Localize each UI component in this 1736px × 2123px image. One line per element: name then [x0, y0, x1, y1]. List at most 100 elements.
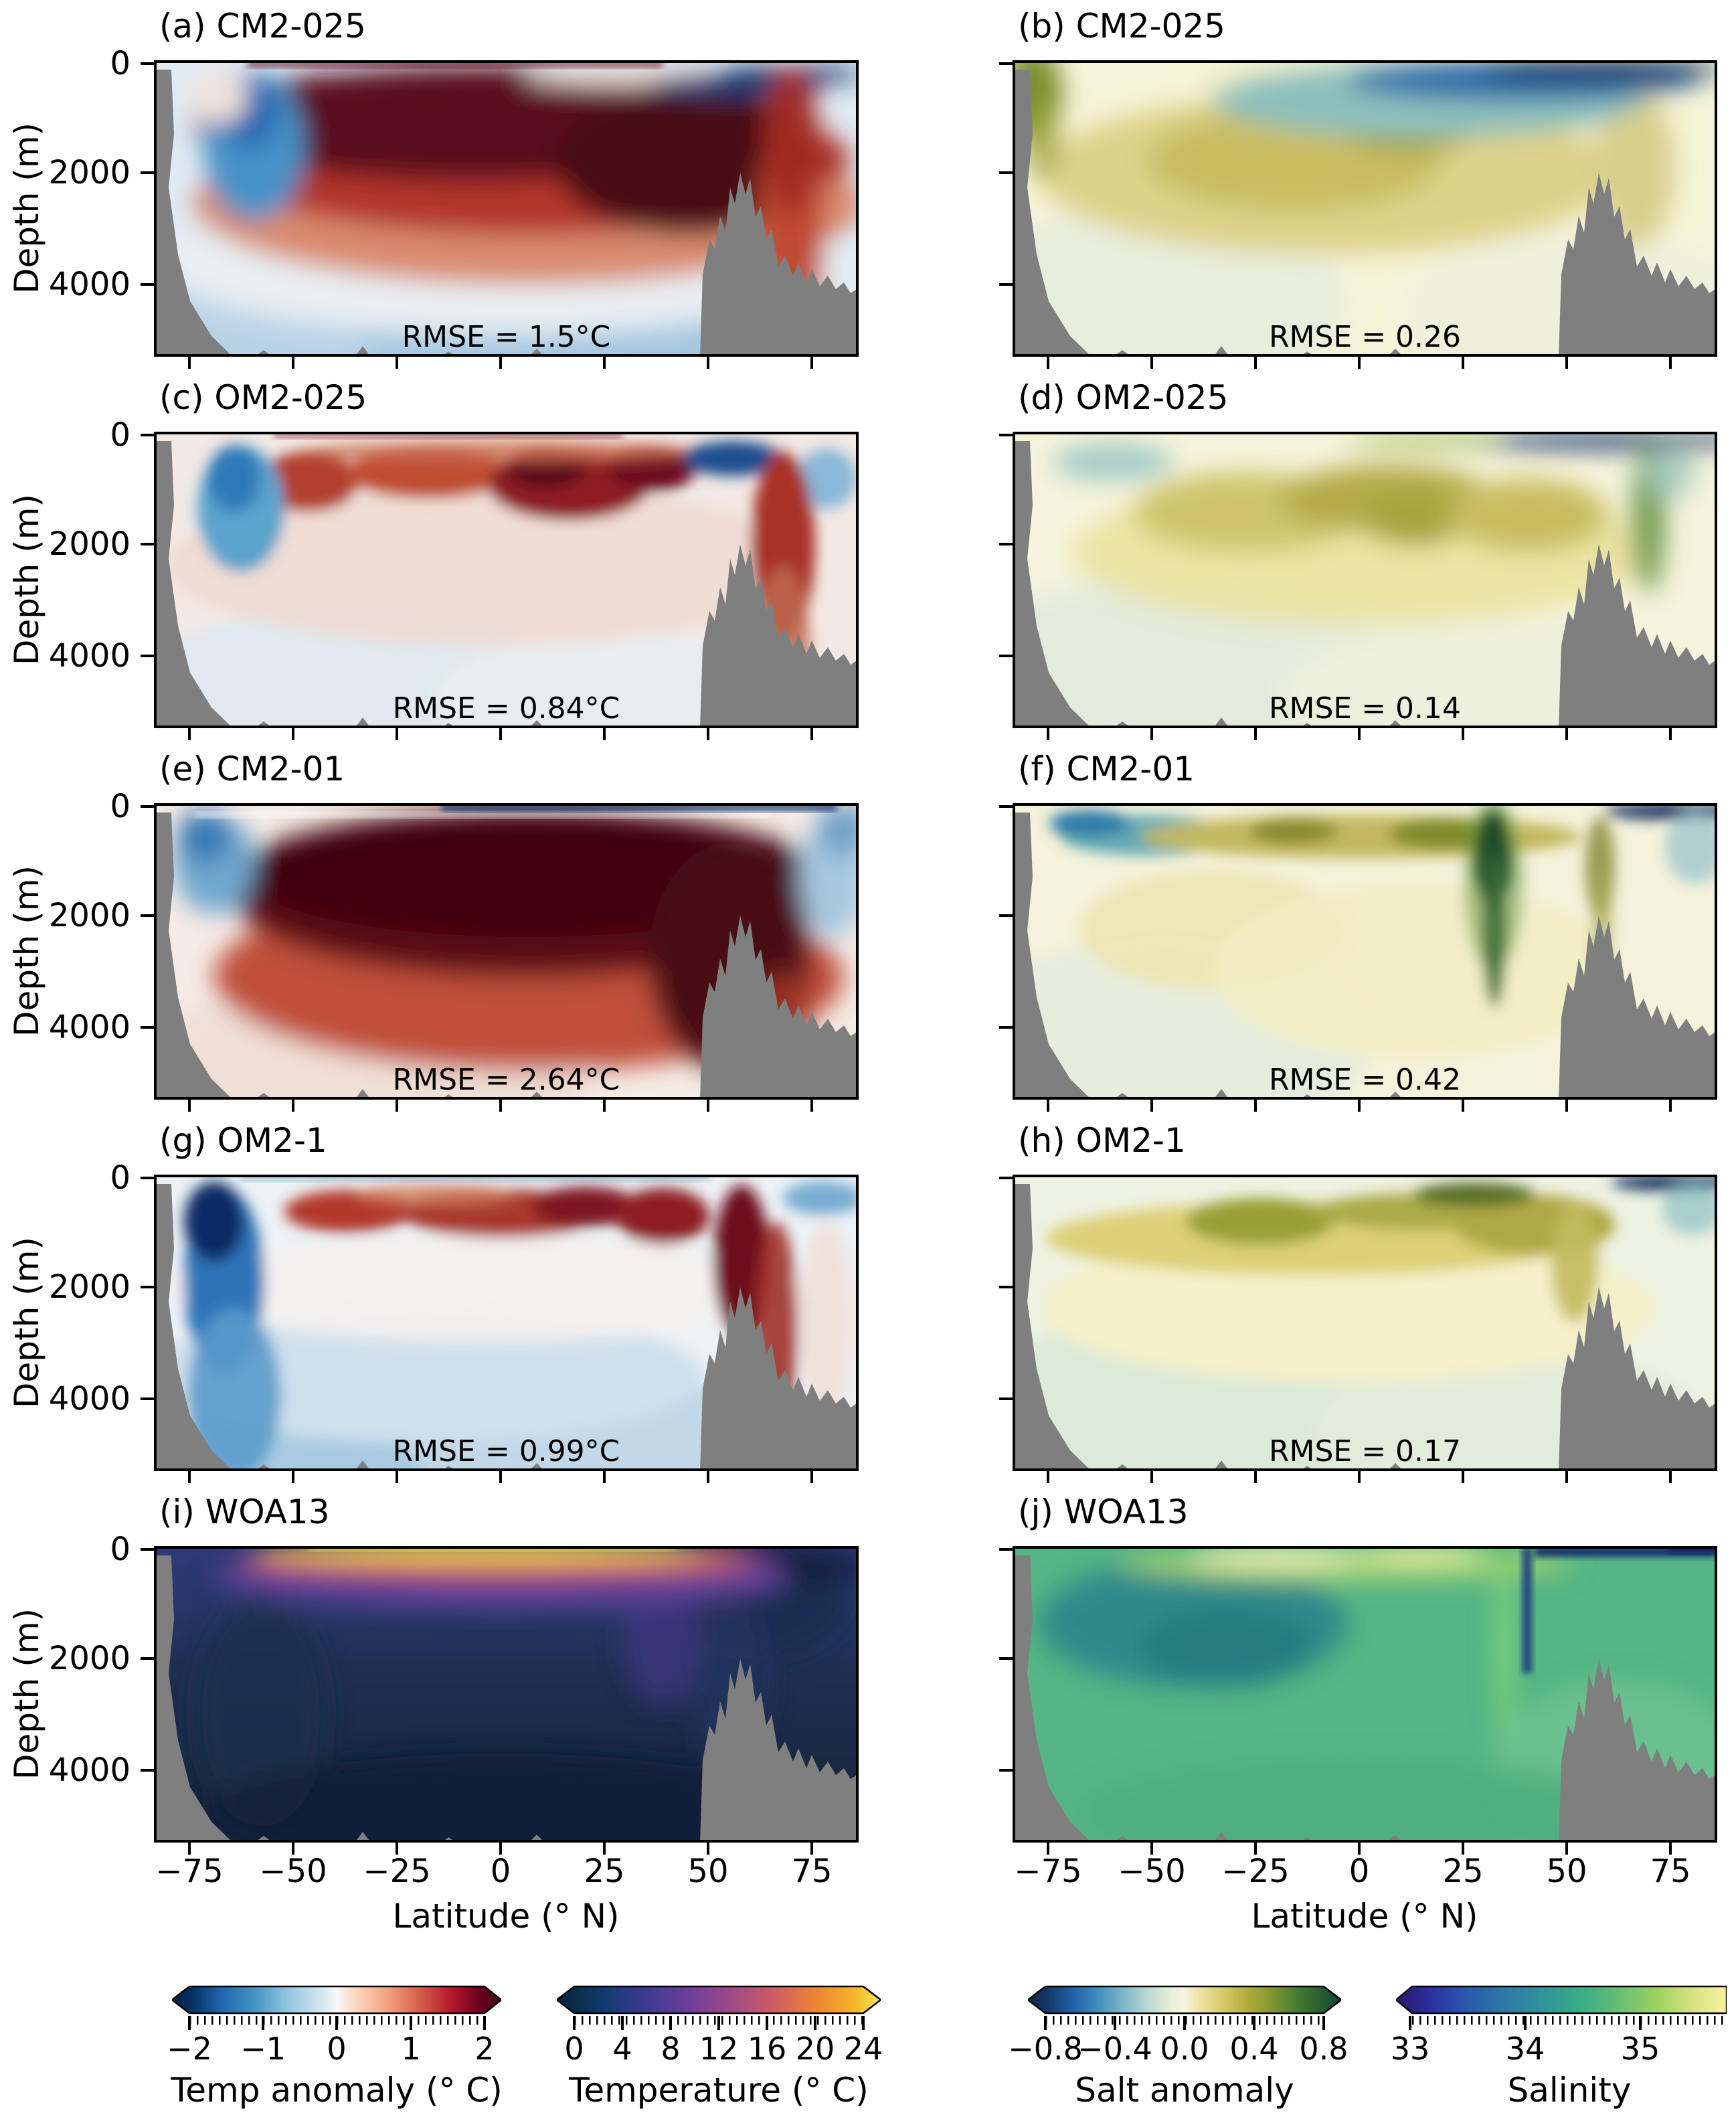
x-tick [1565, 728, 1568, 740]
colorbar-tick-label: 0.4 [1229, 2031, 1279, 2067]
y-tick [999, 171, 1013, 174]
colorbar-tick-label: 0.8 [1299, 2031, 1349, 2067]
x-tick-label: 75 [1650, 1853, 1691, 1890]
x-tick [499, 728, 502, 740]
y-tick-label: 2000 [48, 154, 131, 191]
y-tick [999, 283, 1013, 286]
salt-anomaly-section-om2-1 [1013, 1175, 1717, 1471]
x-tick [1358, 1471, 1361, 1483]
x-tick [292, 728, 294, 740]
x-tick-label: −50 [259, 1853, 327, 1890]
x-tick-label: 50 [687, 1853, 729, 1890]
y-tick-label: 2000 [48, 525, 131, 563]
colorbar-temperature [557, 1985, 881, 2015]
x-axis-label: Latitude (° N) [1251, 1897, 1478, 1936]
x-tick [1254, 1843, 1257, 1855]
x-tick [1254, 1100, 1257, 1112]
colorbar-tick [766, 2016, 768, 2030]
panel-c-rmse: RMSE = 0.84°C [392, 691, 620, 726]
x-tick [1047, 1100, 1049, 1112]
x-tick-label: −25 [363, 1853, 431, 1890]
x-tick [292, 1843, 294, 1855]
x-tick [1669, 357, 1672, 369]
x-tick [1150, 1843, 1153, 1855]
x-tick [396, 1471, 398, 1483]
y-tick-label: 4000 [48, 266, 131, 303]
x-tick [810, 1100, 813, 1112]
colorbar-tick-label: −2 [167, 2031, 212, 2067]
colorbar-tick-label: 34 [1505, 2031, 1545, 2067]
x-tick-label: −75 [1014, 1853, 1082, 1890]
panel-e-rmse: RMSE = 2.64°C [392, 1063, 620, 1097]
x-tick [707, 728, 709, 740]
colorbar-tick [1409, 2016, 1411, 2030]
x-tick [1462, 1100, 1464, 1112]
colorbar-tick [1253, 2016, 1255, 2030]
x-tick-label: 0 [1349, 1853, 1370, 1890]
colorbar-tick-label: 8 [661, 2031, 681, 2067]
temp-anomaly-section-cm2-025 [154, 60, 859, 357]
x-tick [188, 1100, 191, 1112]
panel-g-title: (g) OM2-1 [159, 1121, 327, 1160]
temperature-section-woa13 [154, 1546, 859, 1843]
y-tick [141, 1657, 154, 1660]
x-tick [1462, 357, 1464, 369]
panel-a-rmse: RMSE = 1.5°C [402, 320, 611, 354]
y-tick [141, 655, 154, 657]
x-tick [810, 357, 813, 369]
x-tick [1462, 1471, 1464, 1483]
colorbar-tick [669, 2016, 672, 2030]
colorbar-title: Salinity [1507, 2071, 1632, 2110]
x-tick [1254, 728, 1257, 740]
x-tick [1565, 1471, 1568, 1483]
x-tick [396, 357, 398, 369]
x-tick [603, 728, 606, 740]
y-tick [141, 1286, 154, 1288]
x-tick [499, 1471, 502, 1483]
x-tick [1150, 1471, 1153, 1483]
x-tick [1358, 1843, 1361, 1855]
x-tick [188, 357, 191, 369]
panel-j: (j) WOA13 −75 −50 −25 0 25 50 75 Latitud… [999, 1493, 1717, 1936]
x-tick [707, 1843, 709, 1855]
y-tick [999, 1769, 1013, 1772]
y-tick [141, 171, 154, 174]
x-tick [1565, 1843, 1568, 1855]
x-tick [1565, 1100, 1568, 1112]
y-tick [999, 1286, 1013, 1288]
x-tick-label: −25 [1221, 1853, 1290, 1890]
y-tick [141, 1769, 154, 1772]
y-tick [999, 62, 1013, 65]
y-tick-label: 0 [110, 1531, 131, 1568]
y-tick [141, 1177, 154, 1179]
x-tick [810, 728, 813, 740]
panel-e-title: (e) CM2-01 [159, 750, 345, 788]
y-tick-label: 4000 [48, 1380, 131, 1418]
temp-anomaly-section-om2-1 [154, 1175, 859, 1471]
x-tick [292, 357, 294, 369]
x-tick [1047, 1471, 1049, 1483]
colorbar-tick [335, 2016, 338, 2030]
y-tick [999, 655, 1013, 657]
panel-d-title: (d) OM2-025 [1018, 378, 1229, 417]
y-tick [141, 434, 154, 436]
panel-d-rmse: RMSE = 0.14 [1268, 691, 1462, 726]
colorbar-salt-anomaly [1028, 1985, 1341, 2015]
x-tick [1565, 357, 1568, 369]
colorbar-tick-label: 0 [327, 2031, 347, 2067]
colorbar-title: Salt anomaly [1075, 2071, 1294, 2110]
colorbar-tick-label: 0 [564, 2031, 584, 2067]
colorbar-tick [483, 2016, 486, 2030]
x-tick-label: 25 [1442, 1853, 1484, 1890]
x-tick [1358, 1100, 1361, 1112]
y-tick [141, 805, 154, 808]
colorbar-tick [621, 2016, 624, 2030]
panel-c-title: (c) OM2-025 [159, 378, 367, 417]
x-tick-label: −75 [155, 1853, 224, 1890]
x-tick [1047, 1843, 1049, 1855]
panel-j-title: (j) WOA13 [1018, 1493, 1189, 1531]
x-tick [603, 1471, 606, 1483]
x-tick [188, 1471, 191, 1483]
colorbar-title: Temp anomaly (° C) [171, 2071, 503, 2110]
